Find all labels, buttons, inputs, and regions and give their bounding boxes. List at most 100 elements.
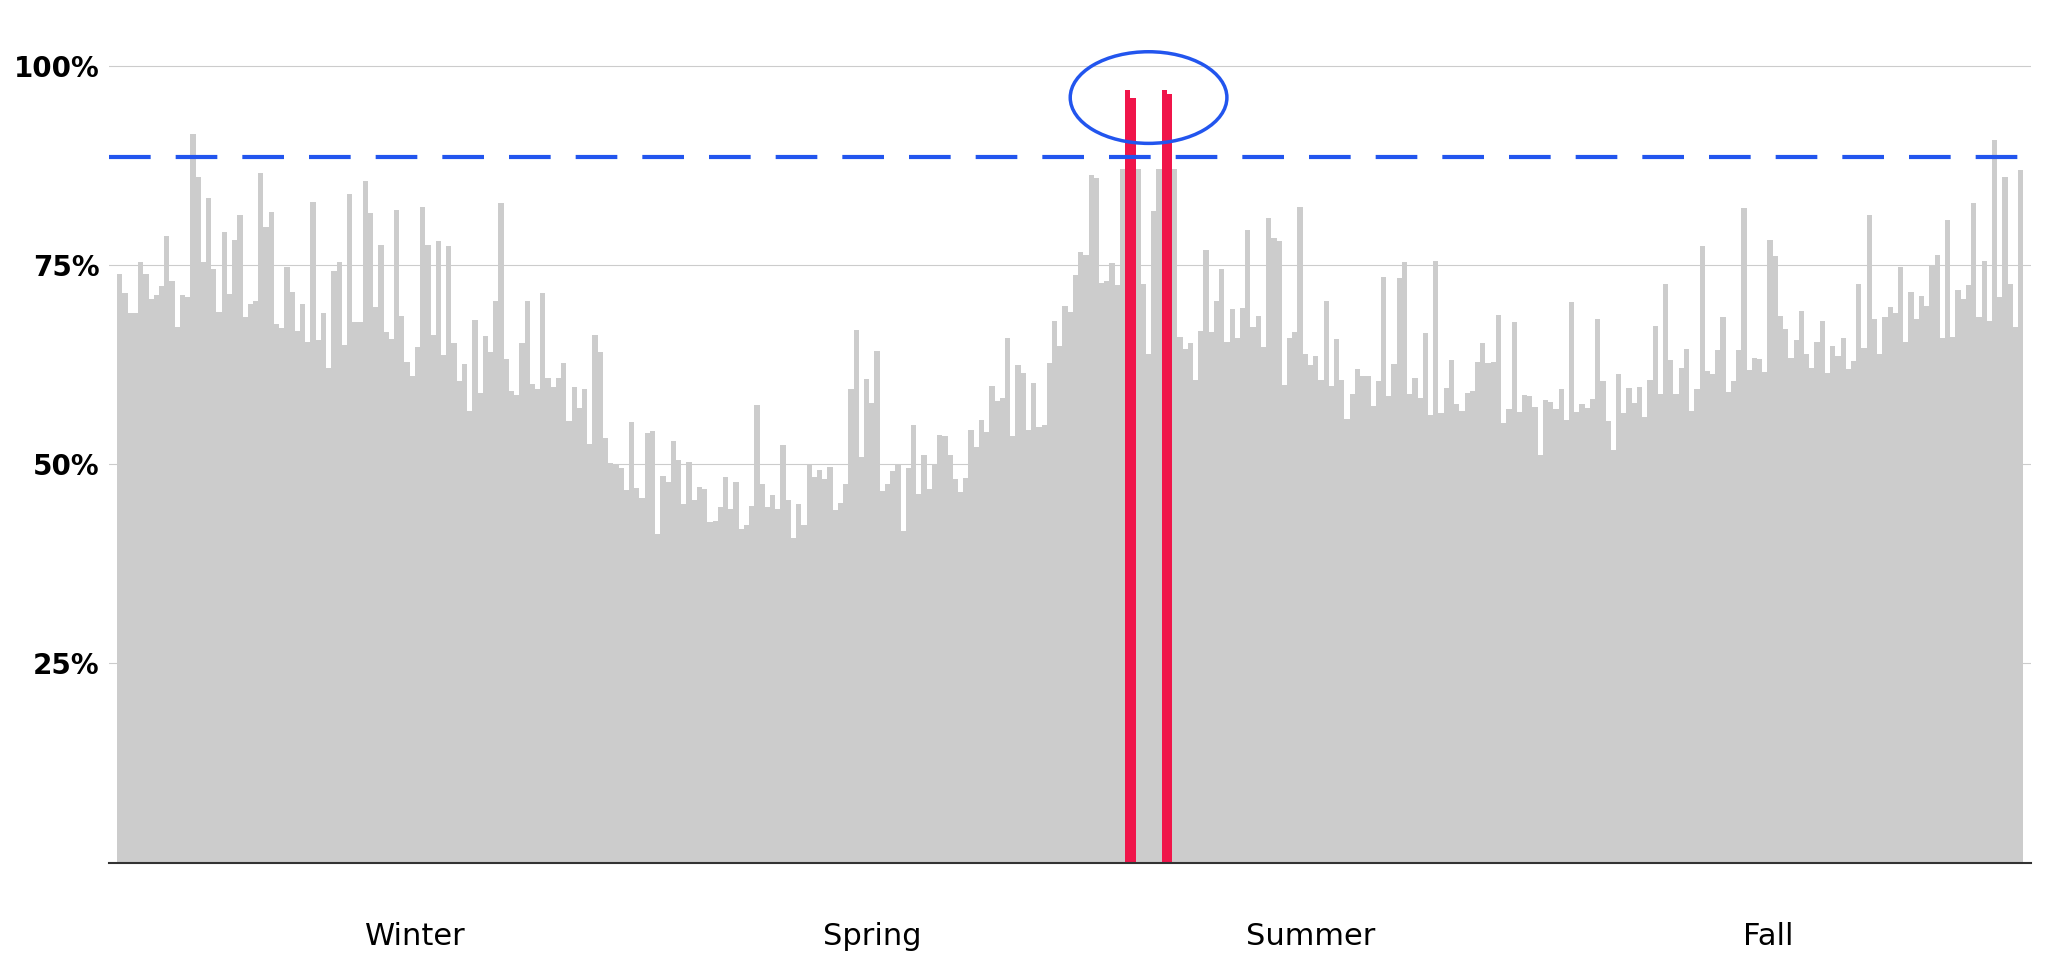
Bar [1538, 455, 1542, 862]
Bar [1474, 362, 1481, 862]
Bar [139, 262, 143, 862]
Bar [1245, 230, 1249, 862]
Bar [791, 538, 796, 862]
Bar [1726, 391, 1730, 862]
Bar [1063, 306, 1067, 862]
Bar [372, 307, 378, 862]
Bar [1010, 436, 1016, 862]
Bar [258, 173, 264, 862]
Bar [973, 447, 980, 862]
Bar [1272, 238, 1276, 862]
Bar [425, 245, 431, 862]
Bar [1632, 403, 1636, 862]
Bar [2012, 326, 2018, 862]
Bar [1840, 339, 1847, 862]
Bar [550, 388, 556, 862]
Bar [358, 322, 362, 862]
Bar [389, 339, 395, 862]
Bar [1804, 354, 1810, 862]
Bar [1067, 312, 1074, 862]
Bar [1673, 394, 1679, 862]
Bar [1658, 394, 1663, 862]
Bar [734, 481, 738, 862]
Bar [906, 468, 910, 862]
Bar [1965, 285, 1971, 862]
Bar [1558, 389, 1564, 862]
Text: Summer: Summer [1245, 922, 1376, 951]
Bar [186, 297, 190, 862]
Bar [560, 364, 566, 862]
Bar [164, 235, 170, 862]
Bar [143, 274, 149, 862]
Bar [1098, 283, 1104, 862]
Bar [755, 405, 759, 862]
Bar [922, 455, 926, 862]
Bar [1145, 354, 1151, 862]
Bar [2002, 177, 2008, 862]
Bar [524, 300, 530, 862]
Bar [785, 500, 791, 862]
Bar [1746, 370, 1753, 862]
Bar [493, 300, 499, 862]
Bar [1329, 387, 1333, 862]
Bar [607, 463, 614, 862]
Bar [503, 359, 509, 862]
Bar [728, 509, 734, 862]
Bar [1027, 430, 1031, 862]
Bar [849, 389, 853, 862]
Bar [1951, 337, 1955, 862]
Bar [540, 293, 546, 862]
Bar [571, 387, 577, 862]
Bar [712, 521, 718, 862]
Bar [419, 207, 425, 862]
Bar [321, 313, 325, 862]
Bar [1215, 301, 1219, 862]
Bar [765, 507, 771, 862]
Bar [1851, 361, 1857, 862]
Bar [499, 203, 503, 862]
Bar [1004, 338, 1010, 862]
Bar [1155, 169, 1162, 862]
Bar [1720, 317, 1726, 862]
Bar [1616, 374, 1622, 862]
Bar [1282, 386, 1286, 862]
Bar [896, 464, 900, 862]
Bar [1438, 413, 1444, 862]
Bar [910, 426, 916, 862]
Bar [566, 421, 571, 862]
Bar [953, 479, 957, 862]
Bar [1814, 342, 1820, 862]
Bar [1491, 363, 1495, 862]
Bar [1569, 301, 1575, 862]
Bar [1319, 380, 1323, 862]
Bar [174, 326, 180, 862]
Bar [1928, 265, 1935, 862]
Bar [843, 484, 849, 862]
Bar [812, 478, 816, 862]
Bar [452, 343, 456, 862]
Bar [1777, 317, 1783, 862]
Bar [1824, 373, 1830, 862]
Bar [231, 239, 237, 862]
Bar [1108, 263, 1115, 862]
Bar [196, 177, 200, 862]
Bar [415, 346, 419, 862]
Bar [243, 317, 247, 862]
Bar [661, 476, 665, 862]
Bar [1057, 345, 1063, 862]
Bar [1532, 407, 1538, 862]
Bar [264, 228, 268, 862]
Bar [708, 523, 712, 862]
Bar [980, 419, 984, 862]
Bar [1413, 378, 1417, 862]
Bar [1141, 284, 1145, 862]
Bar [890, 471, 896, 862]
Bar [775, 509, 781, 862]
Bar [1914, 320, 1918, 862]
Bar [781, 445, 785, 862]
Bar [1401, 261, 1407, 862]
Bar [348, 194, 352, 862]
Bar [395, 210, 399, 862]
Bar [1313, 356, 1319, 862]
Bar [718, 507, 724, 862]
